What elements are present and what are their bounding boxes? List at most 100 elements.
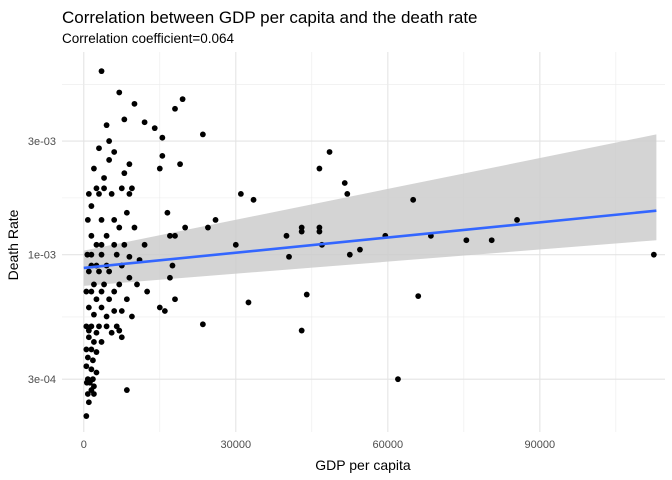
confidence-band: [83, 134, 657, 286]
data-point: [463, 237, 470, 244]
data-point: [116, 224, 123, 231]
data-point: [101, 185, 107, 192]
data-point: [237, 191, 244, 197]
data-point: [108, 329, 115, 336]
data-point: [172, 296, 178, 303]
data-point: [85, 327, 92, 334]
axis-ticks: 0 30000 60000 90000 3e-04 1e-03 3e-03: [28, 136, 555, 451]
data-point: [232, 241, 239, 248]
data-point: [182, 224, 189, 231]
data-point: [344, 191, 351, 197]
data-point: [83, 288, 90, 295]
data-point: [118, 185, 125, 192]
data-point: [88, 366, 95, 373]
data-point: [106, 296, 113, 303]
data-point: [88, 323, 95, 330]
data-point: [316, 228, 323, 235]
data-point: [88, 232, 95, 239]
data-point: [91, 339, 97, 345]
data-point: [199, 131, 206, 138]
data-point: [126, 161, 133, 168]
data-point: [116, 89, 123, 96]
data-point: [93, 349, 100, 355]
data-point: [111, 149, 118, 155]
data-point: [96, 268, 102, 275]
data-point: [96, 191, 102, 197]
data-point: [101, 281, 107, 288]
data-point: [326, 149, 333, 155]
data-point: [167, 274, 173, 281]
data-point: [111, 308, 118, 314]
x-tick-label: 90000: [525, 439, 556, 451]
data-point: [177, 161, 183, 168]
data-point: [88, 288, 95, 295]
data-point: [212, 216, 219, 223]
data-point: [83, 346, 90, 353]
data-point: [126, 191, 133, 197]
data-point: [106, 157, 113, 163]
data-point: [93, 329, 100, 336]
data-point: [129, 313, 135, 320]
data-point: [103, 232, 110, 239]
data-point: [116, 281, 123, 288]
x-tick-label: 0: [81, 439, 87, 451]
data-point: [123, 296, 130, 303]
regression-fit-line: [83, 209, 657, 270]
data-point: [96, 323, 102, 330]
data-point: [85, 268, 92, 275]
data-point: [103, 323, 110, 330]
data-point: [156, 304, 163, 311]
x-axis-title: GDP per capita: [315, 457, 411, 473]
data-point: [159, 134, 166, 141]
data-point: [85, 334, 92, 341]
data-point: [98, 241, 105, 248]
data-point: [84, 391, 91, 397]
data-point: [298, 228, 305, 235]
data-point: [650, 251, 657, 258]
data-point: [298, 327, 305, 334]
data-point: [98, 68, 105, 75]
data-point: [83, 413, 90, 419]
data-point: [88, 203, 95, 209]
y-axis-title: Death Rate: [5, 209, 21, 280]
data-point: [84, 216, 91, 223]
data-point: [106, 268, 113, 275]
data-point: [341, 180, 348, 186]
confidence-band-area: [83, 134, 657, 286]
data-point: [93, 185, 100, 192]
data-point: [123, 209, 130, 216]
data-point: [113, 251, 120, 258]
data-point: [286, 253, 292, 260]
data-point: [415, 293, 422, 299]
data-point: [159, 152, 166, 159]
data-point: [131, 100, 138, 107]
y-tick-label: 1e-03: [28, 250, 56, 262]
chart-subtitle: Correlation coefficient=0.064: [62, 31, 234, 46]
data-point: [96, 145, 102, 152]
regression-line: [83, 209, 657, 270]
data-point: [488, 237, 495, 244]
data-point: [164, 209, 171, 216]
data-point: [161, 308, 168, 314]
data-point: [141, 119, 148, 126]
y-tick-label: 3e-03: [28, 136, 56, 148]
data-point: [91, 311, 97, 318]
data-point: [129, 185, 135, 192]
data-point: [98, 216, 105, 223]
data-point: [126, 274, 133, 281]
data-point: [91, 281, 97, 288]
scatter-points: [83, 68, 657, 419]
data-point: [205, 224, 211, 231]
data-point: [83, 323, 90, 330]
data-point: [346, 251, 353, 258]
data-point: [98, 251, 105, 258]
data-point: [98, 288, 105, 295]
data-point: [111, 216, 118, 223]
data-point: [316, 224, 323, 231]
data-point: [410, 196, 417, 203]
data-point: [144, 288, 151, 295]
data-point: [131, 224, 138, 231]
data-point: [141, 241, 148, 248]
data-point: [93, 296, 100, 303]
